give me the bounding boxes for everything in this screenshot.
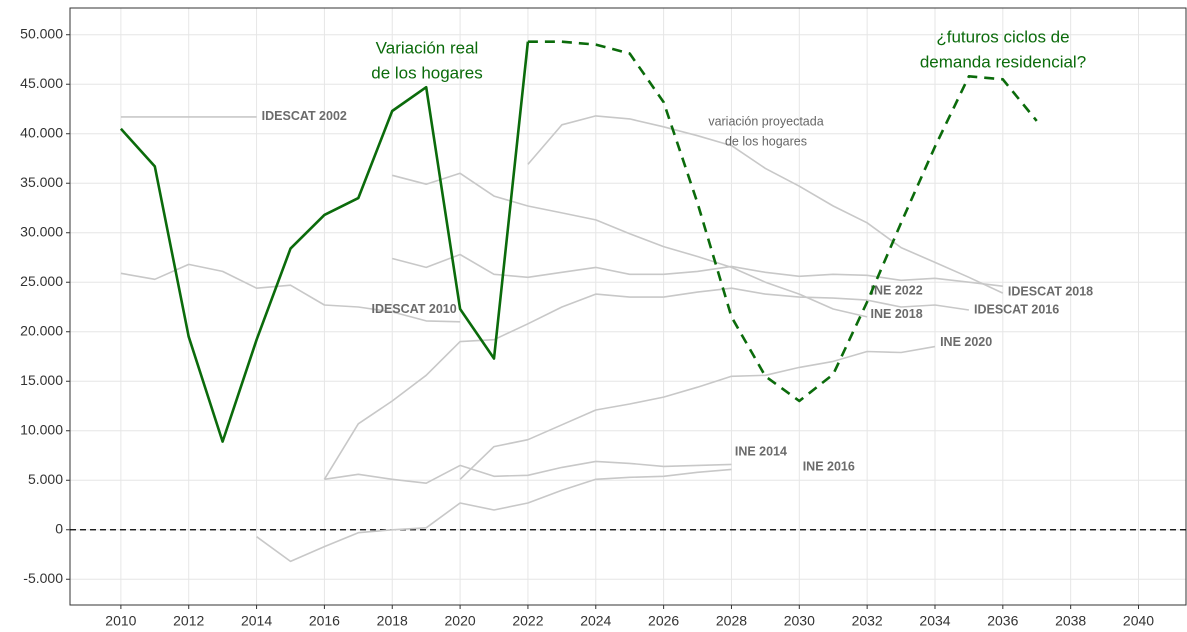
y-tick-label: 15.000	[20, 372, 63, 388]
y-tick-label: 50.000	[20, 25, 63, 41]
series-label: IDESCAT 2016	[974, 302, 1059, 316]
annotation: ¿futuros ciclos de	[936, 27, 1069, 46]
x-tick-label: 2026	[648, 613, 679, 629]
series-line	[256, 468, 732, 563]
x-tick-label: 2038	[1055, 613, 1086, 629]
x-tick-label: 2036	[987, 613, 1018, 629]
series-line	[391, 253, 1003, 287]
annotation: Variación real	[376, 38, 479, 57]
y-tick-label: 0	[55, 520, 63, 536]
x-tick-label: 2028	[716, 613, 747, 629]
annotation: de los hogares	[371, 63, 483, 82]
y-tick-label: 30.000	[20, 223, 63, 239]
series-line	[324, 460, 732, 484]
x-tick-label: 2010	[105, 613, 136, 629]
x-tick-label: 2016	[309, 613, 340, 629]
x-tick-label: 2012	[173, 613, 204, 629]
x-tick-label: 2040	[1123, 613, 1154, 629]
series-line	[527, 40, 1038, 403]
annotation: demanda residencial?	[920, 52, 1086, 71]
annotation: variación proyectada	[708, 114, 823, 128]
series-label: IDESCAT 2018	[1008, 285, 1093, 299]
series-label: INE 2016	[803, 460, 855, 474]
plot-frame	[69, 7, 1187, 606]
series-line	[119, 41, 530, 443]
series-line	[527, 115, 1004, 294]
x-tick-label: 2030	[784, 613, 815, 629]
x-tick-label: 2034	[919, 613, 950, 629]
x-tick-label: 2024	[580, 613, 611, 629]
series-label: INE 2020	[940, 335, 992, 349]
series-label: IDESCAT 2010	[371, 302, 456, 316]
y-tick-label: 35.000	[20, 174, 63, 190]
series-label: IDESCAT 2002	[262, 109, 347, 123]
annotation: de los hogares	[725, 134, 807, 148]
y-tick-label: 25.000	[20, 273, 63, 289]
x-tick-label: 2014	[241, 613, 272, 629]
series-label: INE 2018	[871, 307, 923, 321]
series-line	[459, 345, 936, 480]
y-tick-label: 10.000	[20, 421, 63, 437]
x-tick-label: 2022	[512, 613, 543, 629]
series-label: INE 2014	[735, 445, 787, 459]
y-tick-label: -5.000	[23, 570, 63, 586]
x-tick-label: 2020	[445, 613, 476, 629]
x-tick-label: 2018	[377, 613, 408, 629]
y-tick-label: 40.000	[20, 124, 63, 140]
y-tick-label: 5.000	[28, 471, 63, 487]
series-line	[323, 287, 970, 480]
y-tick-label: 45.000	[20, 75, 63, 91]
series-label: INE 2022	[871, 283, 923, 297]
series-line	[391, 172, 868, 318]
x-tick-label: 2032	[852, 613, 883, 629]
y-tick-label: 20.000	[20, 322, 63, 338]
series-line	[120, 263, 461, 323]
